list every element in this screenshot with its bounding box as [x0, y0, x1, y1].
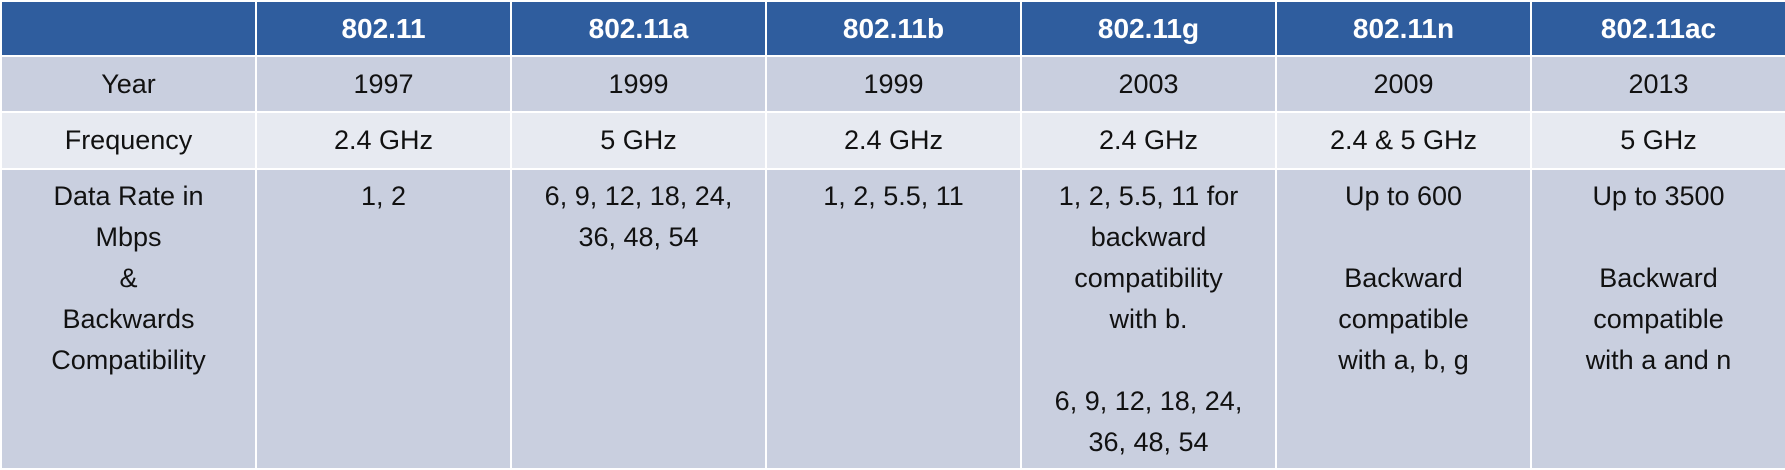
data-rate-line: backward — [1090, 222, 1207, 252]
year-cell-802-11b: 1999 — [765, 55, 1022, 113]
data-rate-cell-802-11a: 6, 9, 12, 18, 24, 36, 48, 54 — [510, 168, 767, 470]
year-cell-802-11: 1997 — [255, 55, 512, 113]
header-cell-802-11n: 802.11n — [1275, 0, 1532, 57]
data-rate-line: compatibility — [1074, 263, 1223, 293]
data-rate-line: with a, b, g — [1338, 345, 1469, 375]
data-rate-line: 36, 48, 54 — [578, 222, 699, 252]
frequency-cell-802-11n: 2.4 & 5 GHz — [1275, 111, 1532, 170]
data-rate-cell-802-11: 1, 2 — [255, 168, 512, 470]
row-label-data-rate-line: & — [119, 263, 138, 293]
data-rate-line: compatible — [1593, 304, 1724, 334]
frequency-row: Frequency 2.4 GHz 5 GHz 2.4 GHz 2.4 GHz … — [0, 111, 1785, 170]
data-rate-line: 6, 9, 12, 18, 24, — [1054, 386, 1243, 416]
data-rate-line: 1, 2 — [360, 181, 407, 211]
line-spacer — [1028, 340, 1269, 381]
data-rate-line: 6, 9, 12, 18, 24, — [544, 181, 733, 211]
header-cell-802-11: 802.11 — [255, 0, 512, 57]
data-rate-row: Data Rate in Mbps & Backwards Compatibil… — [0, 168, 1785, 470]
header-corner-cell — [0, 0, 257, 57]
row-label-frequency: Frequency — [0, 111, 257, 170]
data-rate-line: with b. — [1109, 304, 1188, 334]
data-rate-line: 1, 2, 5.5, 11 — [823, 181, 964, 211]
header-cell-802-11b: 802.11b — [765, 0, 1022, 57]
header-row: 802.11 802.11a 802.11b 802.11g 802.11n 8… — [0, 0, 1785, 57]
row-label-year: Year — [0, 55, 257, 113]
frequency-cell-802-11g: 2.4 GHz — [1020, 111, 1277, 170]
data-rate-cell-802-11ac: Up to 3500 Backward compatible with a an… — [1530, 168, 1785, 470]
header-cell-802-11a: 802.11a — [510, 0, 767, 57]
data-rate-line: with a and n — [1585, 345, 1732, 375]
year-cell-802-11ac: 2013 — [1530, 55, 1785, 113]
year-cell-802-11n: 2009 — [1275, 55, 1532, 113]
row-label-data-rate-line: Mbps — [95, 222, 162, 252]
year-cell-802-11a: 1999 — [510, 55, 767, 113]
data-rate-line: 36, 48, 54 — [1088, 427, 1209, 457]
frequency-cell-802-11ac: 5 GHz — [1530, 111, 1785, 170]
line-spacer — [1283, 217, 1524, 258]
data-rate-line: Backward — [1599, 263, 1718, 293]
header-cell-802-11ac: 802.11ac — [1530, 0, 1785, 57]
frequency-cell-802-11b: 2.4 GHz — [765, 111, 1022, 170]
data-rate-cell-802-11b: 1, 2, 5.5, 11 — [765, 168, 1022, 470]
data-rate-line: 1, 2, 5.5, 11 for — [1058, 181, 1239, 211]
frequency-cell-802-11: 2.4 GHz — [255, 111, 512, 170]
data-rate-cell-802-11n: Up to 600 Backward compatible with a, b,… — [1275, 168, 1532, 470]
frequency-cell-802-11a: 5 GHz — [510, 111, 767, 170]
data-rate-line: compatible — [1338, 304, 1469, 334]
line-spacer — [1538, 217, 1779, 258]
row-label-data-rate: Data Rate in Mbps & Backwards Compatibil… — [0, 168, 257, 470]
data-rate-line: Up to 600 — [1344, 181, 1463, 211]
data-rate-line: Backward — [1344, 263, 1463, 293]
header-cell-802-11g: 802.11g — [1020, 0, 1277, 57]
data-rate-cell-802-11g: 1, 2, 5.5, 11 for backward compatibility… — [1020, 168, 1277, 470]
row-label-data-rate-line: Backwards — [62, 304, 195, 334]
row-label-data-rate-line: Data Rate in — [53, 181, 204, 211]
data-rate-line: Up to 3500 — [1592, 181, 1725, 211]
year-cell-802-11g: 2003 — [1020, 55, 1277, 113]
year-row: Year 1997 1999 1999 2003 2009 2013 — [0, 55, 1785, 113]
row-label-data-rate-line: Compatibility — [51, 345, 206, 375]
